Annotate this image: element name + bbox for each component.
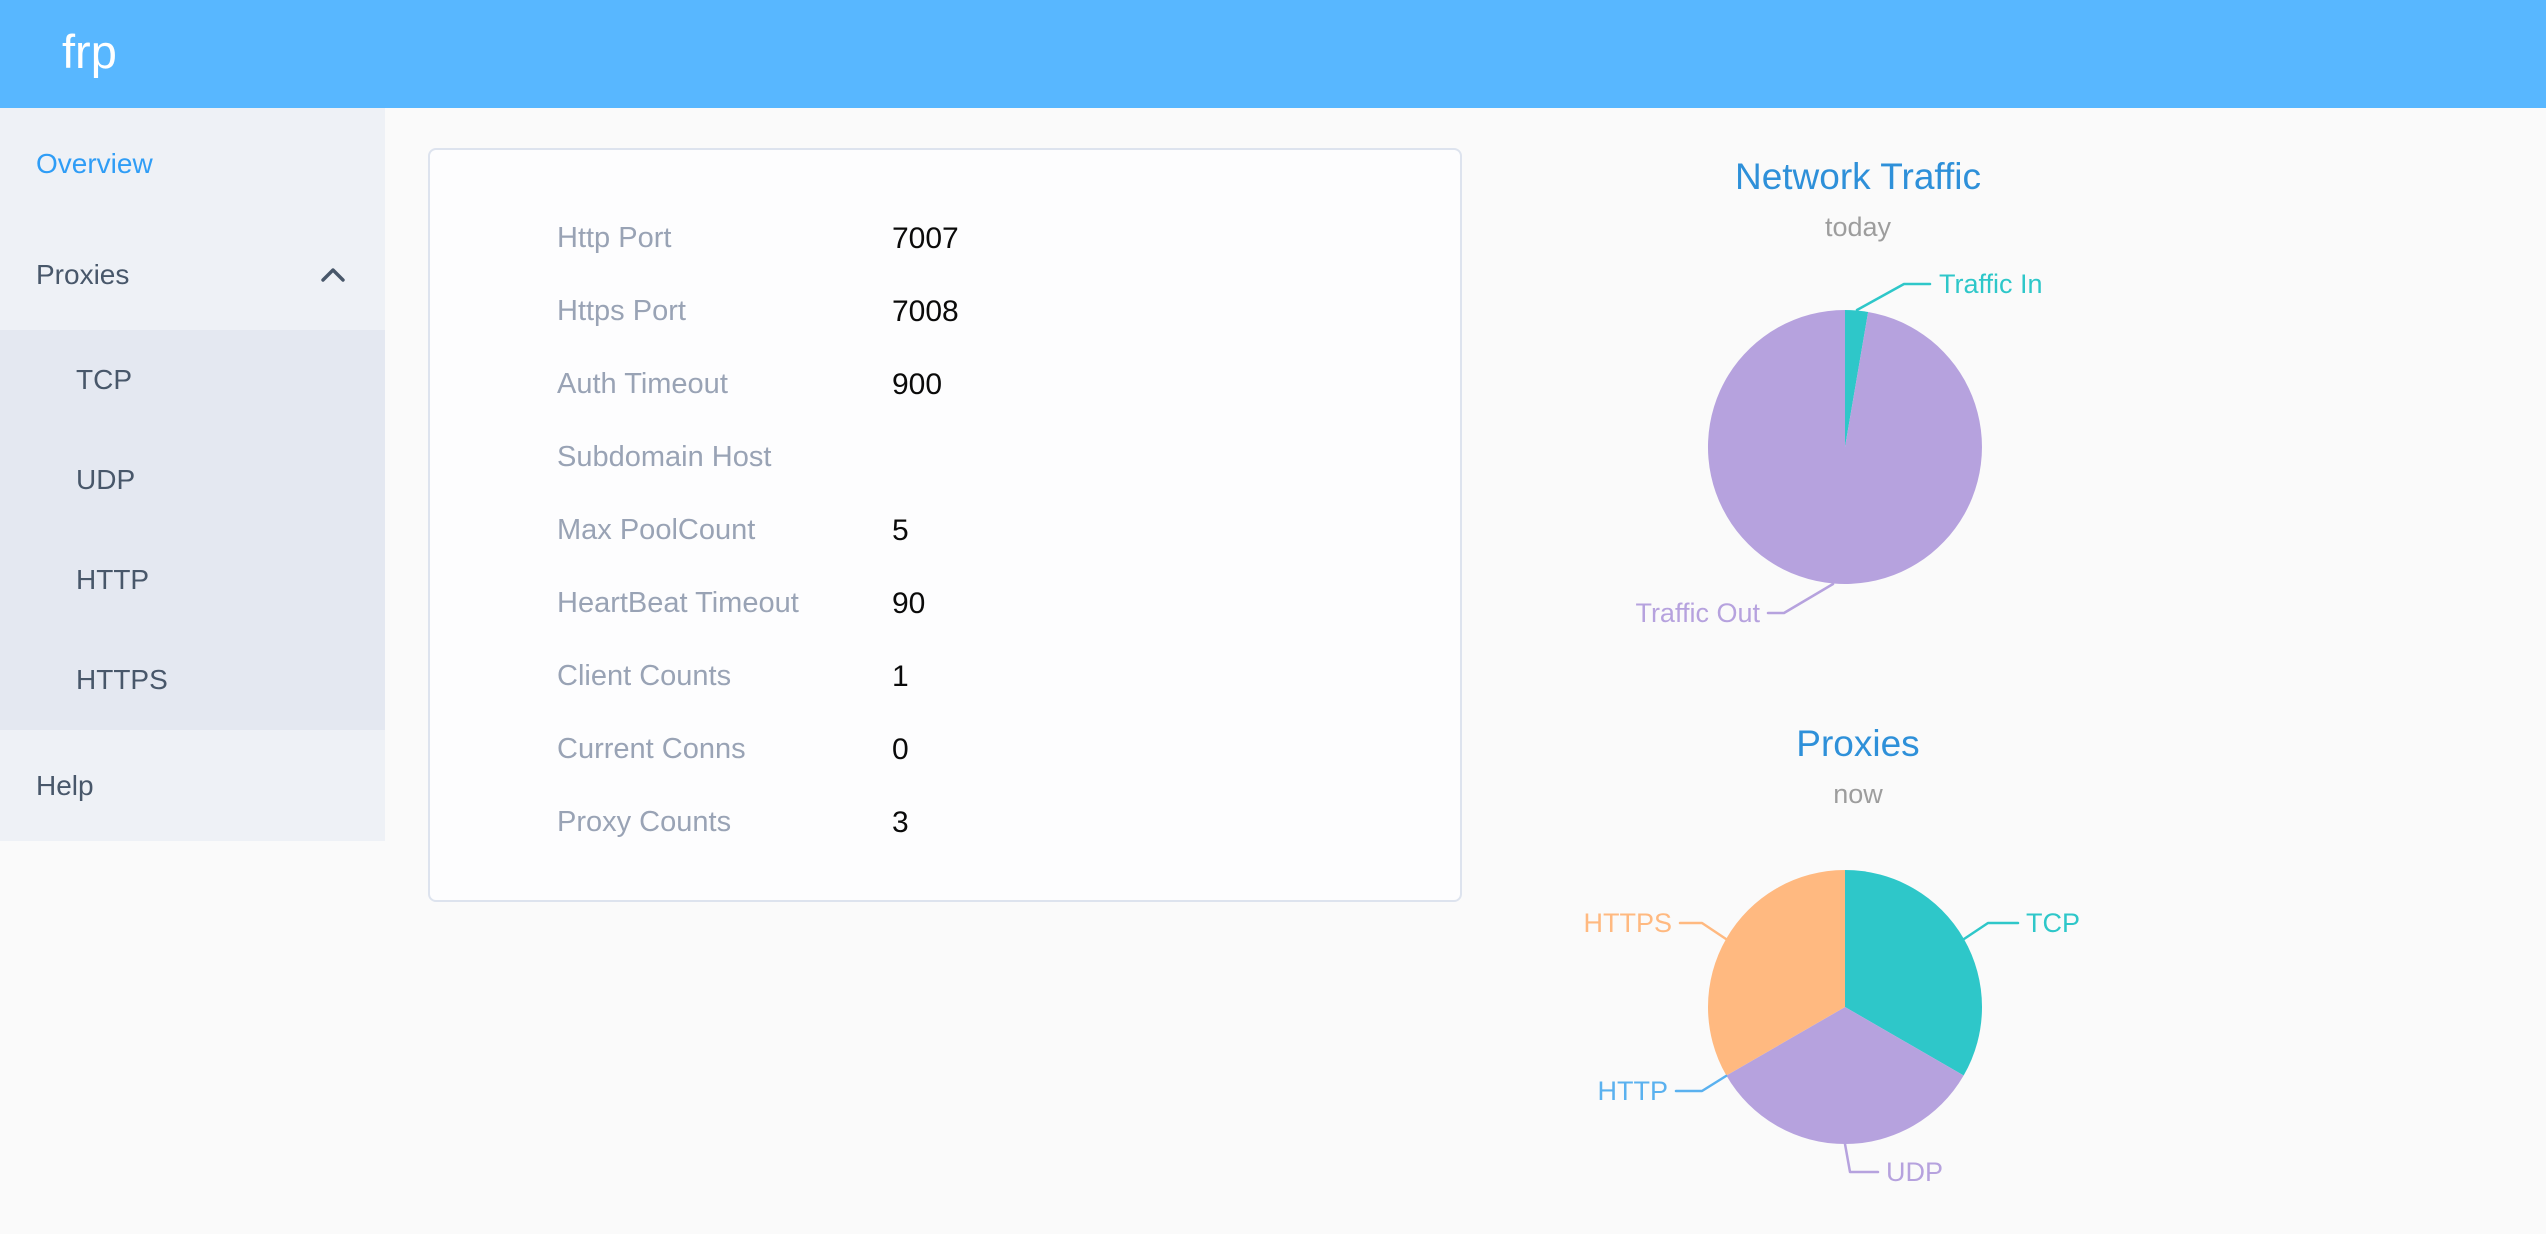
- sidebar-item-help-label: Help: [36, 770, 94, 801]
- tcp-leader-line: [1962, 921, 2020, 941]
- traffic-out-label: Traffic Out: [1635, 598, 1760, 628]
- sidebar-item-tcp-label: TCP: [76, 364, 132, 395]
- chevron-up-icon: [321, 267, 345, 282]
- pie-slice-traffic-in[interactable]: [1845, 310, 1869, 447]
- network-traffic-pie-chart[interactable]: Traffic In Traffic Out: [1508, 250, 2208, 670]
- sidebar-item-overview[interactable]: Overview: [0, 108, 385, 219]
- pie-slice-https[interactable]: [1707, 870, 1845, 1076]
- info-row-value: 7008: [892, 294, 959, 328]
- sidebar-submenu-proxies: TCP UDP HTTP HTTPS: [0, 330, 385, 730]
- info-row-value: 3: [892, 805, 909, 839]
- sidebar-item-udp[interactable]: UDP: [0, 430, 385, 530]
- sidebar-item-https-label: HTTPS: [76, 664, 168, 695]
- info-row-label: Max PoolCount: [557, 514, 756, 546]
- network-traffic-chart-subtitle: today: [1824, 212, 1892, 242]
- sidebar-item-udp-label: UDP: [76, 464, 136, 495]
- sidebar: Overview Proxies TCP UDP HTTP HTTPS Help: [0, 108, 385, 841]
- sidebar-item-http[interactable]: HTTP: [0, 530, 385, 630]
- info-row-label: Http Port: [557, 222, 672, 254]
- pie-slice-traffic-out[interactable]: [1707, 310, 1982, 584]
- info-row-https-port: Https Port 7008: [430, 275, 1460, 348]
- tcp-label: TCP: [2026, 908, 2080, 938]
- proxies-chart-subtitle: now: [1833, 779, 1883, 809]
- https-label: HTTPS: [1583, 908, 1672, 938]
- info-row-auth-timeout: Auth Timeout 900: [430, 348, 1460, 421]
- app-logo: frp: [62, 25, 117, 78]
- udp-label: UDP: [1886, 1157, 1943, 1187]
- traffic-in-label: Traffic In: [1939, 269, 2043, 299]
- sidebar-item-overview-label: Overview: [36, 148, 153, 179]
- proxies-chart-title: Proxies: [1796, 723, 1920, 764]
- info-row-current-conns: Current Conns 0: [430, 713, 1460, 786]
- http-label: HTTP: [1598, 1076, 1669, 1106]
- info-row-label: Current Conns: [557, 733, 746, 765]
- info-row-label: Subdomain Host: [557, 441, 772, 473]
- info-row-subdomain-host: Subdomain Host: [430, 421, 1460, 494]
- pie-slices: [1707, 310, 1982, 584]
- pie-slices: [1707, 870, 1983, 1145]
- info-row-client-counts: Client Counts 1: [430, 640, 1460, 713]
- udp-leader-line: [1843, 1142, 1880, 1174]
- info-row-value: 90: [892, 586, 926, 620]
- info-row-value: 0: [892, 732, 909, 766]
- https-leader-line: [1678, 921, 1728, 941]
- proxies-pie-chart[interactable]: TCP HTTPS HTTP UDP: [1508, 830, 2208, 1234]
- traffic-in-leader-line: [1855, 282, 1932, 312]
- network-traffic-chart-title: Network Traffic: [1734, 156, 1982, 197]
- sidebar-item-proxies[interactable]: Proxies: [0, 219, 385, 330]
- server-info-card: Http Port 7007 Https Port 7008 Auth Time…: [428, 148, 1462, 902]
- info-row-label: Https Port: [557, 295, 686, 327]
- info-row-value: 7007: [892, 221, 959, 255]
- info-row-value: 5: [892, 513, 909, 547]
- info-row-label: Client Counts: [557, 660, 732, 692]
- sidebar-item-https[interactable]: HTTPS: [0, 630, 385, 730]
- info-row-max-poolcount: Max PoolCount 5: [430, 494, 1460, 567]
- info-row-http-port: Http Port 7007: [430, 202, 1460, 275]
- traffic-out-leader-line: [1766, 582, 1835, 615]
- sidebar-item-tcp[interactable]: TCP: [0, 330, 385, 430]
- sidebar-item-http-label: HTTP: [76, 564, 150, 595]
- info-row-label: Proxy Counts: [557, 806, 732, 838]
- info-row-label: HeartBeat Timeout: [557, 587, 799, 619]
- info-row-label: Auth Timeout: [557, 368, 728, 400]
- pie-slice-udp[interactable]: [1726, 1007, 1964, 1145]
- http-leader-line: [1674, 1074, 1728, 1093]
- pie-slice-tcp[interactable]: [1845, 870, 1983, 1076]
- info-row-value: 900: [892, 367, 943, 401]
- info-row-proxy-counts: Proxy Counts 3: [430, 786, 1460, 859]
- info-row-value: 1: [892, 659, 909, 693]
- header-bar: frp: [0, 0, 2546, 108]
- sidebar-item-proxies-label: Proxies: [36, 259, 130, 290]
- sidebar-item-help[interactable]: Help: [0, 730, 385, 841]
- info-row-heartbeat-timeout: HeartBeat Timeout 90: [430, 567, 1460, 640]
